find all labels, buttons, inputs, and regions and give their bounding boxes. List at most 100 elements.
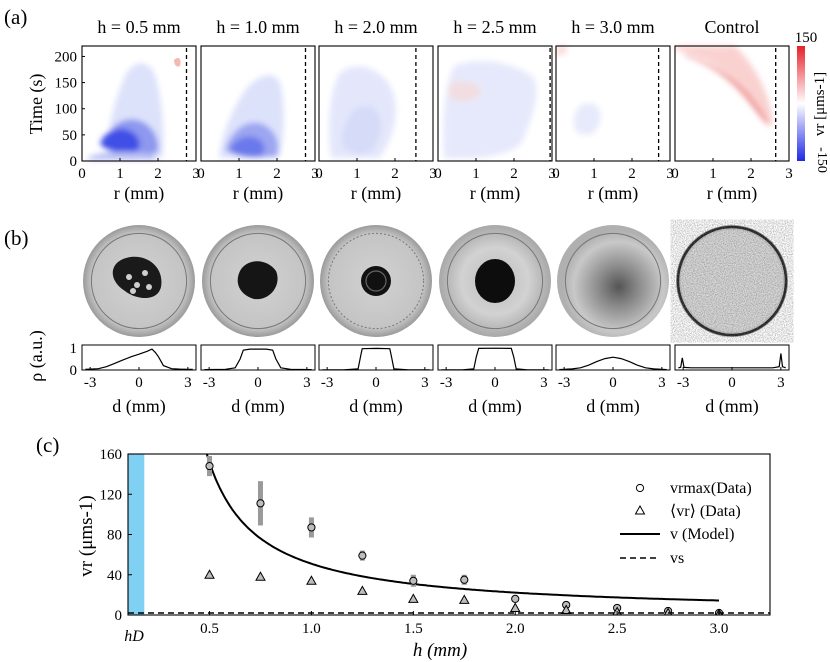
heatmap-field	[556, 46, 601, 135]
heatmap-region	[556, 46, 568, 56]
legend-label: v (Model)	[670, 526, 734, 543]
legend-label: vrmax(Data)	[670, 480, 752, 497]
heatmap-xlabel: r (mm)	[707, 183, 757, 204]
y-tick-label: 100	[55, 102, 78, 118]
x-tick-label: -3	[677, 375, 690, 391]
heatmap-title: h = 3.0 mm	[571, 17, 654, 37]
heatmap-field	[88, 63, 164, 160]
x-tick-label: 0	[491, 375, 499, 391]
panel-c: 0 40 80 120 160 0.5 1.0 1.5 2.0 2.5 3.0 hD vrmax(Dat…	[100, 447, 771, 645]
vrmax-data-point	[358, 551, 367, 560]
vrmax-data-point	[511, 594, 520, 604]
y-tick-label: 120	[100, 487, 123, 503]
panel-c-xlabel: h (mm)	[413, 640, 467, 661]
heatmap-field	[443, 61, 537, 159]
x-tick-label: 3	[192, 166, 200, 182]
vrmax-data-point	[409, 576, 418, 585]
x-tick-label: 3	[303, 375, 311, 391]
x-tick-label: 1	[235, 166, 243, 182]
biofilm-hole	[126, 274, 132, 280]
y-tick-label: 200	[55, 49, 78, 65]
x-tick-label: 2	[154, 166, 162, 182]
dish-image	[676, 225, 788, 337]
biofilm-blob	[475, 259, 515, 303]
heatmap-xlabel: r (mm)	[351, 183, 401, 204]
profile-xlabel: d (mm)	[112, 396, 166, 417]
y-tick-label: 1	[70, 341, 78, 357]
heatmap-frame	[81, 45, 197, 162]
mean-vr-data-point	[306, 575, 317, 585]
heatmap-region	[100, 128, 140, 154]
colorbar-gradient	[797, 46, 805, 161]
vrmax-data-point	[460, 575, 469, 584]
density-profile-line	[322, 347, 430, 371]
vrmax-data-point	[256, 499, 265, 508]
y-tick-label: 80	[107, 528, 122, 544]
x-tick-label: 0	[254, 375, 262, 391]
profile-plot: -3 0 3 d (mm)	[200, 344, 316, 417]
biofilm-blob	[237, 261, 278, 300]
biofilm-ring	[365, 270, 387, 292]
dish-ring	[446, 232, 544, 330]
x-tick-label: 1	[472, 166, 480, 182]
heatmap-region	[229, 136, 265, 157]
x-tick-label: -3	[203, 375, 216, 391]
heatmap-frame	[200, 45, 316, 162]
x-tick-label: 3	[184, 375, 192, 391]
x-tick-label: 0	[197, 166, 205, 182]
density-profile-line	[85, 348, 193, 370]
heatmap-panel: h = 2.0 mm 0 1 2 3 r (mm)	[315, 17, 437, 204]
colorbar-max: 150	[795, 30, 818, 46]
dish-ring	[209, 232, 307, 330]
panel-b: -3 0 3 d (mm) 0 1 -3 0 3 d (mm) -3 0 3 d (mm) -3 0 3 d (m…	[70, 225, 790, 417]
dish-image	[202, 225, 314, 337]
profile-xlabel: d (mm)	[586, 396, 640, 417]
panel-c-label: (c)	[36, 433, 59, 457]
heatmap-region	[174, 58, 181, 67]
heatmap-xlabel: r (mm)	[233, 183, 283, 204]
y-tick-label: 160	[100, 447, 123, 463]
heatmap-xlabel: r (mm)	[114, 183, 164, 204]
mean-vr-data-point	[255, 571, 266, 581]
heatmap-frame	[437, 45, 553, 162]
heatmap-field	[329, 66, 396, 158]
panel-a-ylabel: Time (s)	[26, 74, 47, 135]
dish-disc	[557, 225, 669, 337]
x-tick-label: 2	[391, 166, 399, 182]
profile-plot: -3 0 3 d (mm)	[437, 344, 553, 417]
dish-image	[320, 225, 432, 337]
x-tick-label: 0	[315, 166, 323, 182]
x-tick-label: 3	[421, 375, 429, 391]
x-tick-label: 0	[372, 375, 380, 391]
heatmap-region	[88, 151, 156, 160]
density-profile-line	[559, 356, 667, 371]
panel-c-ylabel: vr (μms-1)	[76, 495, 97, 576]
x-tick-label: -3	[440, 375, 453, 391]
x-tick-label: 0	[609, 375, 617, 391]
x-tick-label: 2.0	[506, 621, 525, 637]
legend-circle-marker	[635, 483, 645, 493]
x-tick-label: -3	[558, 375, 571, 391]
heatmap-region	[448, 81, 482, 102]
model-curve	[205, 454, 719, 602]
x-tick-label: 1	[590, 166, 598, 182]
dish-image	[439, 225, 551, 337]
heatmap-title: h = 2.5 mm	[453, 17, 536, 37]
heatmap-panel: h = 3.0 mm 0 1 2 3 r (mm)	[552, 17, 674, 204]
x-tick-label: 2	[628, 166, 636, 182]
x-tick-label: 2	[747, 166, 755, 182]
colorbar-min: -150	[814, 147, 829, 173]
biofilm-hole	[134, 282, 140, 288]
mean-vr-data-point	[357, 585, 368, 595]
panel-b-label: (b)	[4, 226, 29, 250]
heatmap-panel: h = 1.0 mm 0 1 2 3 r (mm)	[197, 17, 319, 204]
x-tick-label: 1.0	[302, 621, 321, 637]
x-tick-label: 0	[671, 166, 679, 182]
x-tick-label: 3	[658, 375, 666, 391]
profile-xlabel: d (mm)	[468, 396, 522, 417]
heatmap-frame	[555, 45, 671, 162]
profile-plot: -3 0 3 d (mm)	[318, 344, 434, 417]
dish-ring	[90, 232, 188, 330]
x-tick-label: 0	[434, 166, 442, 182]
